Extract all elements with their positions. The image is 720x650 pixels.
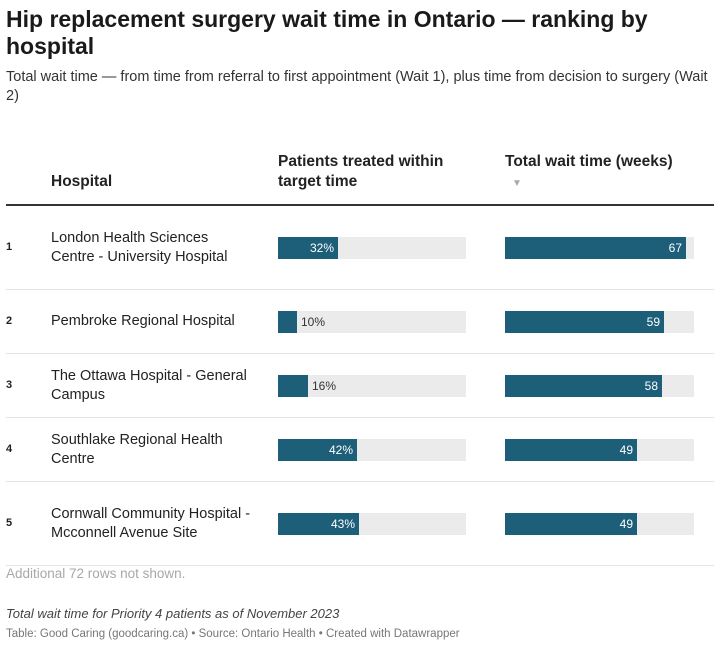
pct-within-target-bar — [278, 236, 338, 259]
total-wait-track: 67 — [505, 236, 694, 259]
sort-descending-icon[interactable]: ▼ — [512, 178, 522, 189]
pct-within-target-bar — [278, 310, 297, 333]
pct-within-target-bar — [278, 438, 357, 461]
pct-within-target-label: 10% — [301, 314, 326, 329]
pct-within-target-track: 43% — [278, 512, 466, 535]
total-wait-label: 59 — [646, 314, 660, 329]
pct-within-target-track: 16% — [278, 374, 466, 397]
row-rank: 5 — [6, 516, 13, 529]
table-row: 3 The Ottawa Hospital - General Campus 16%… — [6, 354, 714, 418]
chart-title: Hip replacement surgery wait time in Ont… — [6, 6, 648, 59]
table-row: 4 Southlake Regional Health Centre 42% 49 — [6, 418, 714, 482]
row-rank: 3 — [6, 378, 13, 391]
total-wait-bar — [505, 512, 637, 535]
total-wait-label: 58 — [644, 378, 658, 393]
total-wait-bar — [505, 374, 662, 397]
pct-within-target-track: 42% — [278, 438, 466, 461]
row-rank: 4 — [6, 442, 13, 455]
total-wait-track: 58 — [505, 374, 694, 397]
pct-within-target-track: 10% — [278, 310, 466, 333]
row-hospital-name: Pembroke Regional Hospital — [51, 313, 235, 329]
column-header-total-wait[interactable]: Total wait time (weeks) — [505, 153, 673, 170]
row-rank: 2 — [6, 314, 13, 327]
total-wait-bar — [505, 438, 637, 461]
row-hospital-name: Cornwall Community Hospital - Mcconnell … — [51, 505, 251, 541]
chart-subtitle: Total wait time — from time from referra… — [6, 69, 708, 104]
pct-within-target-bar — [278, 512, 359, 535]
column-header-pct-within-target[interactable]: Patients treated within target time — [278, 153, 444, 190]
column-header-hospital[interactable]: Hospital — [51, 173, 113, 190]
pct-within-target-track: 32% — [278, 236, 466, 259]
rows-hidden-note: Additional 72 rows not shown. — [6, 566, 186, 581]
row-hospital-name: London Health Sciences Centre - Universi… — [51, 229, 228, 265]
source-credit: Table: Good Caring (goodcaring.ca) • Sou… — [6, 628, 460, 640]
row-rank: 1 — [6, 240, 13, 253]
total-wait-track: 49 — [505, 438, 694, 461]
total-wait-label: 67 — [668, 240, 682, 255]
pct-within-target-label: 42% — [328, 442, 353, 457]
total-wait-track: 59 — [505, 310, 694, 333]
row-hospital-name: The Ottawa Hospital - General Campus — [51, 367, 247, 403]
pct-within-target-label: 16% — [312, 378, 337, 393]
pct-within-target-label: 43% — [330, 516, 355, 531]
total-wait-track: 49 — [505, 512, 694, 535]
total-wait-bar — [505, 236, 686, 259]
table-body: 1 London Health Sciences Centre - Univers… — [6, 206, 714, 566]
footnote: Total wait time for Priority 4 patients … — [6, 606, 340, 621]
row-hospital-name: Southlake Regional Health Centre — [51, 431, 223, 467]
table-row: 5 Cornwall Community Hospital - Mcconnell… — [6, 482, 714, 566]
table-row: 2 Pembroke Regional Hospital 10% 59 — [6, 290, 714, 354]
total-wait-label: 49 — [619, 442, 633, 457]
total-wait-bar — [505, 310, 664, 333]
pct-within-target-bar — [278, 374, 308, 397]
table-header: Hospital Patients treated within target … — [6, 148, 714, 206]
pct-within-target-label: 32% — [309, 240, 334, 255]
table-row: 1 London Health Sciences Centre - Univers… — [6, 206, 714, 290]
ranking-table: Hospital Patients treated within target … — [6, 148, 714, 566]
total-wait-label: 49 — [619, 516, 633, 531]
